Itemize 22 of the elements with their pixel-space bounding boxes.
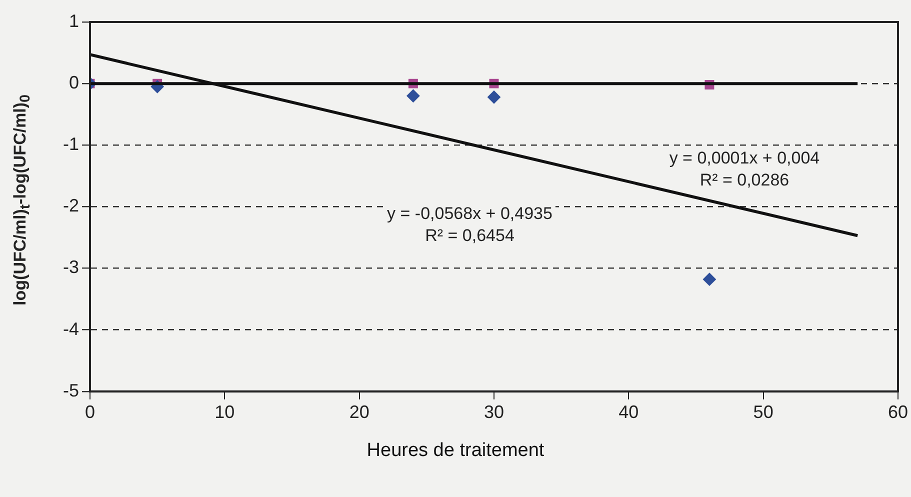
x-tick-label: 0 bbox=[84, 402, 96, 422]
annotation: y = -0,0568x + 0,4935 bbox=[387, 204, 552, 223]
point bbox=[487, 90, 500, 104]
y-tick-label: -4 bbox=[62, 318, 80, 339]
point bbox=[702, 272, 716, 286]
x-tick-label: 50 bbox=[753, 402, 774, 422]
x-tick-label: 20 bbox=[349, 402, 370, 422]
y-tick-label: 0 bbox=[68, 72, 80, 93]
x-tick-label: 30 bbox=[484, 402, 504, 422]
point bbox=[406, 89, 420, 102]
x-tick-label: 40 bbox=[618, 402, 639, 422]
y-tick-label: -1 bbox=[62, 134, 80, 154]
annotation: y = 0,0001x + 0,004 bbox=[669, 148, 820, 168]
y-tick-label: -3 bbox=[62, 257, 80, 278]
y-tick-label: -5 bbox=[62, 380, 80, 400]
y-tick-label: 1 bbox=[68, 10, 80, 31]
y-tick-label: -2 bbox=[62, 196, 80, 216]
annotation: R² = 0,6454 bbox=[425, 226, 514, 245]
x-tick-label: 10 bbox=[214, 402, 235, 422]
x-axis-title: Heures de traitement bbox=[366, 440, 546, 462]
annotation: R² = 0,0286 bbox=[700, 170, 790, 190]
x-tick-label: 60 bbox=[888, 402, 908, 422]
